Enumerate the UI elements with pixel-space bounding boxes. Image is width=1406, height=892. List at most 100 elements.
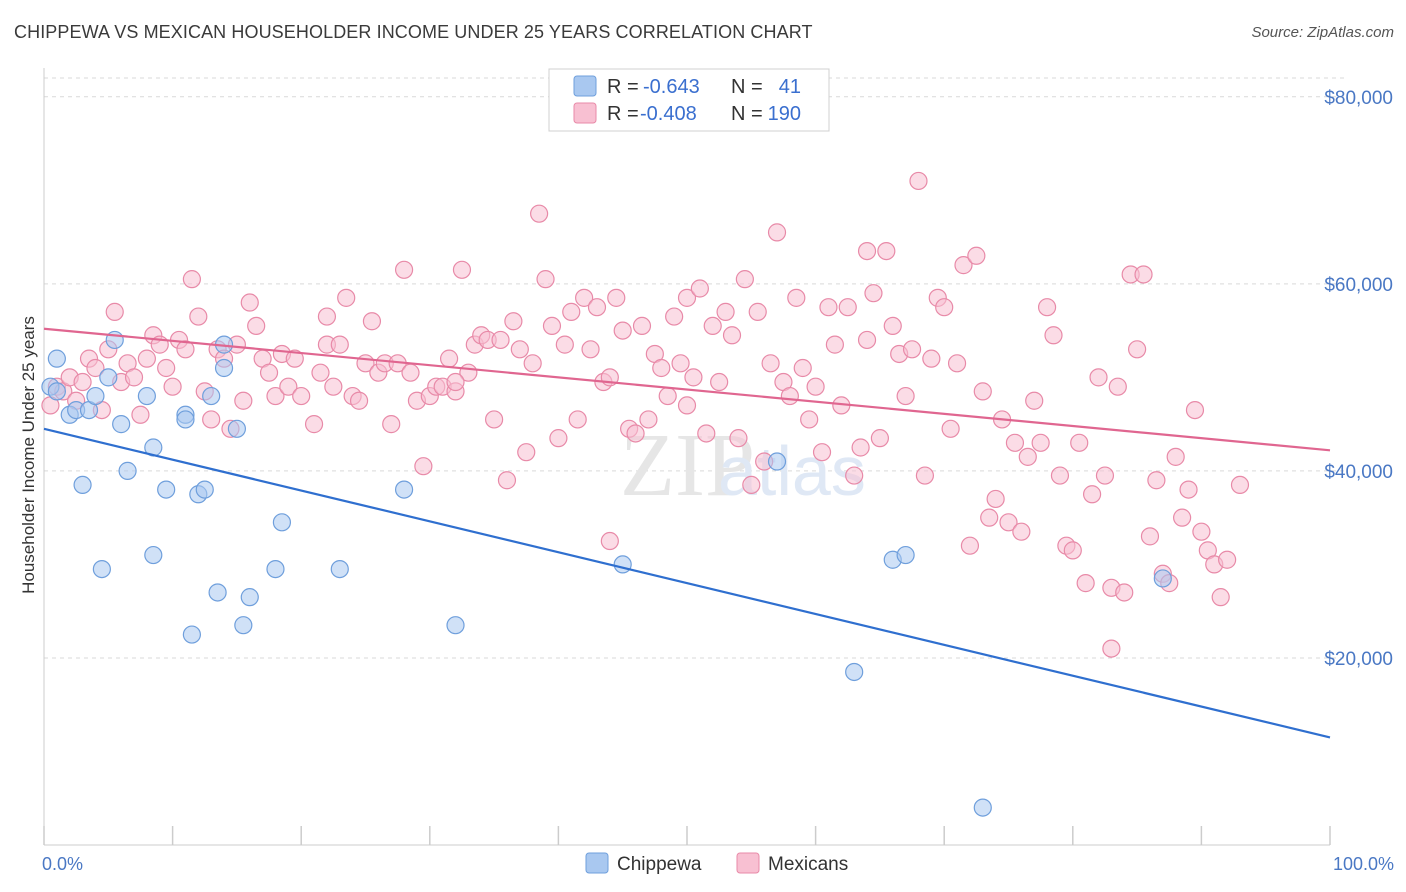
y-tick-label: $40,000 <box>1324 462 1393 483</box>
mexicans-point <box>439 349 459 368</box>
mexicans-point <box>1070 433 1089 452</box>
mexicans-point <box>909 171 928 191</box>
mexicans-point <box>1018 447 1037 466</box>
chippewa-point <box>176 410 195 429</box>
mexicans-point <box>922 349 941 368</box>
mexicans-point <box>1025 391 1044 410</box>
mexicans-point <box>163 377 182 396</box>
mexicans-point <box>722 326 742 345</box>
chippewa-point <box>112 415 131 434</box>
chippewa-point <box>896 545 915 565</box>
mexicans-point <box>414 457 433 476</box>
mexicans-point <box>697 424 716 443</box>
mexicans-point <box>960 536 980 555</box>
mexicans-point <box>330 335 349 354</box>
chart-title: CHIPPEWA VS MEXICAN HOUSEHOLDER INCOME U… <box>14 22 813 42</box>
chippewa-point <box>73 475 92 495</box>
chippewa-point <box>266 559 285 579</box>
series-legend-swatch-mexicans <box>736 852 760 874</box>
mexicans-point <box>851 438 870 457</box>
mexicans-point <box>761 354 780 373</box>
y-tick-label: $60,000 <box>1324 275 1393 296</box>
mexicans-point <box>311 363 330 382</box>
mexicans-point <box>349 391 369 410</box>
mexicans-point <box>555 335 574 354</box>
chippewa-point <box>137 386 156 406</box>
chippewa-point <box>330 559 349 579</box>
mexicans-trend-line <box>43 327 1331 452</box>
mexicans-point <box>626 424 645 443</box>
mexicans-point <box>202 410 221 429</box>
mexicans-point <box>838 298 857 317</box>
correlation-legend: R = -0.643 N = 41 R = -0.408 N = 190 <box>548 68 830 132</box>
legend-n-label-2: N = <box>731 103 763 125</box>
mexicans-point <box>787 288 806 307</box>
legend-r-value-2: -0.408 <box>640 103 697 125</box>
mexicans-point <box>1037 298 1057 317</box>
mexicans-point <box>292 386 311 406</box>
mexicans-point <box>86 358 105 378</box>
mexicans-point <box>337 288 356 307</box>
mexicans-point <box>870 429 890 448</box>
mexicans-point <box>710 372 729 392</box>
mexicans-point <box>234 391 253 410</box>
mexicans-point <box>716 302 735 321</box>
mexicans-point <box>587 298 607 317</box>
chippewa-point <box>99 368 118 387</box>
chippewa-point <box>202 386 221 406</box>
mexicans-point <box>182 270 201 289</box>
y-axis-tick-labels: $20,000 $40,000 $60,000 $80,000 <box>1324 88 1393 670</box>
series-legend: Chippewa Mexicans <box>585 852 848 875</box>
mexicans-point <box>317 307 337 326</box>
chippewa-trend-line <box>43 427 1331 739</box>
mexicans-point <box>857 330 877 350</box>
mexicans-point <box>1005 433 1025 452</box>
series-legend-chippewa: Chippewa <box>617 854 702 875</box>
source-label: Source: ZipAtlas.com <box>1251 24 1394 41</box>
mexicans-point <box>600 531 619 551</box>
mexicans-point <box>575 288 594 307</box>
mexicans-point <box>259 363 279 382</box>
chippewa-point <box>1153 569 1172 588</box>
mexicans-point <box>401 363 420 382</box>
mexicans-point <box>883 316 902 336</box>
mexicans-point <box>1140 527 1160 546</box>
mexicans-point <box>1192 522 1211 541</box>
chippewa-points <box>41 330 1172 817</box>
chippewa-point <box>208 583 227 602</box>
chippewa-point <box>227 419 246 438</box>
mexicans-point <box>549 429 568 448</box>
y-axis-label: Householder Income Under 25 years <box>19 316 38 594</box>
legend-r-value-1: -0.643 <box>643 76 700 98</box>
mexicans-point <box>639 410 658 429</box>
chippewa-point <box>195 480 214 499</box>
mexicans-point <box>800 410 819 429</box>
mexicans-point <box>652 358 671 378</box>
mexicans-point <box>105 302 124 321</box>
mexicans-point <box>947 354 967 373</box>
mexicans-point <box>530 204 549 223</box>
legend-n-label-1: N = <box>731 76 763 98</box>
chippewa-point <box>47 382 66 401</box>
grid-lines <box>44 77 1348 659</box>
x-tick-label-max: 100.0% <box>1333 854 1394 874</box>
y-tick-label: $80,000 <box>1324 88 1393 109</box>
mexicans-point <box>742 475 761 495</box>
chippewa-point <box>240 588 259 607</box>
mexicans-point <box>157 358 176 378</box>
legend-swatch-chippewa <box>573 75 597 97</box>
mexicans-point <box>1063 541 1082 560</box>
mexicans-point <box>767 223 787 242</box>
mexicans-point <box>935 298 954 317</box>
mexicans-point <box>1102 639 1121 658</box>
mexicans-point <box>517 443 536 462</box>
mexicans-point <box>780 386 799 406</box>
chippewa-point <box>157 480 176 499</box>
mexicans-point <box>658 386 677 406</box>
mexicans-point <box>497 471 517 490</box>
chippewa-point <box>214 358 234 378</box>
mexicans-point <box>665 307 684 326</box>
mexicans-point <box>1127 340 1147 359</box>
x-tick-label-min: 0.0% <box>42 854 83 874</box>
mexicans-point <box>986 489 1005 509</box>
